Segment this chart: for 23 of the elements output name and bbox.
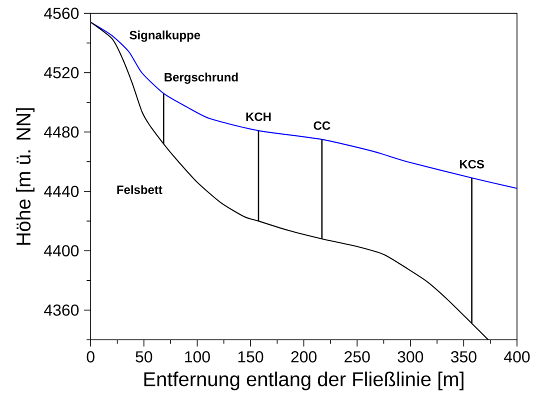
annotation: KCS xyxy=(460,160,484,169)
y-axis-title: Höhe [m ü. NN] xyxy=(16,108,35,245)
y-tick-label: 4520 xyxy=(44,67,79,78)
y-tick-label: 4400 xyxy=(44,245,79,257)
y-tick-label: 4360 xyxy=(44,304,79,316)
x-tick-label: 250 xyxy=(344,351,370,363)
annotation: CC xyxy=(314,121,330,130)
annotation: KCH xyxy=(246,112,271,122)
annotation: Bergschrund xyxy=(164,72,238,84)
y-tick-label: 4560 xyxy=(44,8,79,20)
y-tick-label: 4480 xyxy=(44,126,79,138)
annotation: Felsbett xyxy=(117,185,162,194)
x-tick-label: 200 xyxy=(291,351,317,363)
x-tick-label: 350 xyxy=(450,351,476,363)
x-tick-label: 400 xyxy=(504,351,530,363)
x-tick-label: 100 xyxy=(185,351,210,363)
x-tick-label: 300 xyxy=(398,351,424,363)
x-tick-label: 150 xyxy=(238,351,264,363)
x-axis-title: Entfernung entlang der Fließlinie [m] xyxy=(144,372,464,390)
x-tick-label: 50 xyxy=(136,351,152,363)
annotation: Signalkuppe xyxy=(130,30,200,42)
x-tick-label: 0 xyxy=(86,351,94,363)
y-tick-label: 4440 xyxy=(44,186,79,198)
